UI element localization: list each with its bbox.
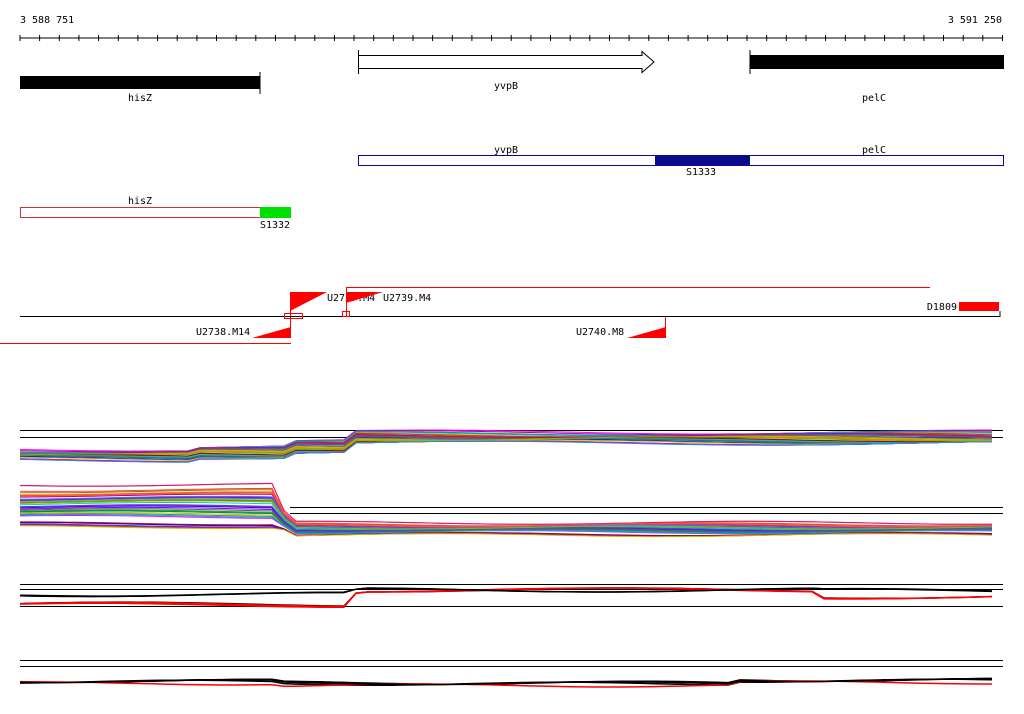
panel-1-profile-line <box>19 436 993 456</box>
feature-track: U2737.M4 U2739.M4 D1809 U2738.M14 U2740.… <box>0 287 1001 344</box>
panel-2-profile-line <box>19 498 993 530</box>
panel-2-profile-line <box>19 504 993 532</box>
panel-3-profile-line <box>19 587 993 597</box>
panel-2-profile-line <box>20 525 993 538</box>
gene-yvpB-label: yvpB <box>494 81 518 92</box>
panel-1-profile-line <box>19 439 993 462</box>
panel-3-profile-lines <box>19 587 993 609</box>
feature-d1809-bar[interactable] <box>959 302 999 311</box>
segment-gene-yvpB-label: yvpB <box>494 145 518 156</box>
feature-u2737-box <box>284 313 303 319</box>
segment-s1332-label: S1332 <box>260 220 290 231</box>
feature-u2740-label: U2740.M8 <box>576 327 624 338</box>
gene-hisZ-label: hisZ <box>128 93 152 104</box>
gene-pelC-label: pelC <box>862 93 886 104</box>
segment-gene-hisZ-label: hisZ <box>128 196 152 207</box>
panel-1-profile-lines <box>19 429 993 463</box>
panel-1-profile-line <box>19 440 993 463</box>
expression-panel-1 <box>19 429 1003 463</box>
expression-panel-2 <box>19 482 1003 538</box>
panel-2-profile-line <box>19 487 993 527</box>
feature-d1809-label: D1809 <box>927 302 957 313</box>
gene-pelC-bar[interactable] <box>750 55 1004 69</box>
panel-1-profile-line <box>19 434 993 456</box>
feature-u2738-triangle[interactable] <box>252 327 291 338</box>
feature-u2739-triangle[interactable] <box>346 292 383 303</box>
panel-2-profile-line <box>20 521 993 537</box>
segment-s1333-label: S1333 <box>686 167 716 178</box>
gene-yvpB-arrow[interactable] <box>358 50 655 74</box>
gene-hisZ-bar[interactable] <box>20 76 260 89</box>
feature-u2740-triangle[interactable] <box>627 327 666 338</box>
segment-track-outline <box>20 207 261 218</box>
panel-1-profile-line <box>19 433 993 455</box>
segment-gene-pelC-label: pelC <box>862 145 886 156</box>
feature-u2737-triangle[interactable] <box>290 292 327 311</box>
segment-track-s1333: yvpB pelC S1333 <box>358 145 1004 178</box>
feature-u2739-label: U2739.M4 <box>383 293 431 304</box>
panel-2-profile-line <box>19 492 993 528</box>
segment-s1332-block[interactable] <box>260 207 291 218</box>
expression-panel-3 <box>19 584 1003 609</box>
ruler-end-label: 3 591 250 <box>948 15 1002 26</box>
feature-u2738-label: U2738.M14 <box>196 327 250 338</box>
panel-2-profile-line <box>19 514 993 534</box>
coordinate-ruler: 3 588 751 3 591 250 <box>19 15 1003 41</box>
ruler-start-label: 3 588 751 <box>20 15 74 26</box>
feature-u2739-box <box>342 311 350 317</box>
expression-panel-4 <box>19 660 1003 688</box>
segment-s1333-block[interactable] <box>655 155 750 166</box>
ruler-ticks <box>19 35 1003 41</box>
panel-2-profile-lines <box>19 482 993 538</box>
panel-2-profile-line <box>19 508 993 533</box>
panel-2-profile-line <box>19 482 993 525</box>
panel-4-profile-line <box>20 677 992 686</box>
panel-4-profile-lines <box>19 677 993 688</box>
panel-3-profile-line <box>19 587 993 608</box>
segment-track-s1332: hisZ S1332 <box>20 196 291 231</box>
gene-track: hisZ yvpB pelC <box>20 50 1004 104</box>
